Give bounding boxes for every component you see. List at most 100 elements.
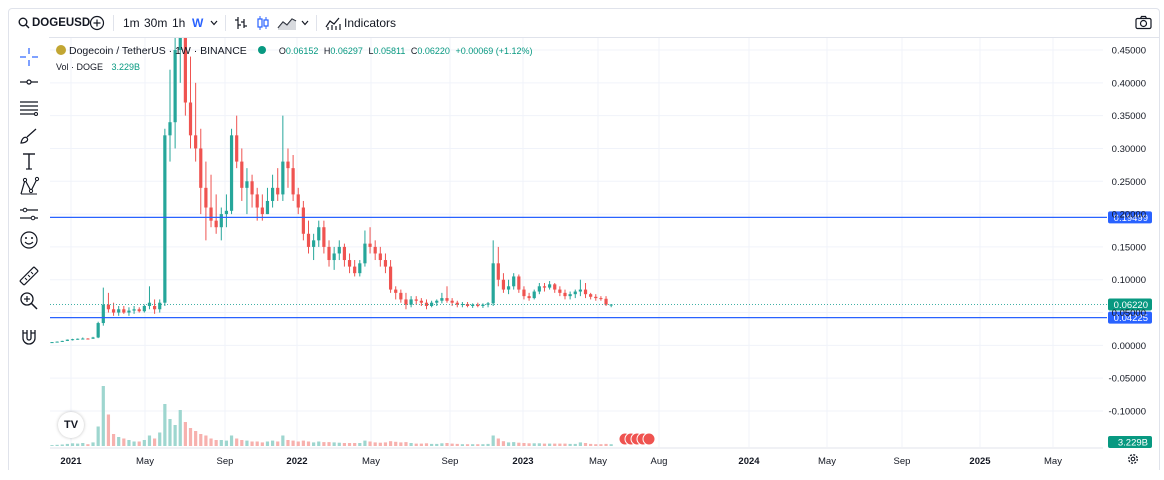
volume-bar xyxy=(460,444,464,446)
candle-body xyxy=(486,303,490,305)
volume-bar xyxy=(96,426,100,446)
divider xyxy=(316,15,317,31)
candle-body xyxy=(153,305,157,310)
emoji-icon[interactable] xyxy=(17,228,41,252)
volume-bar xyxy=(476,444,480,446)
volume-bar xyxy=(435,443,439,446)
candles-style-icon[interactable] xyxy=(256,15,270,31)
volume-bar xyxy=(286,440,290,446)
volume-bar xyxy=(301,440,305,446)
indicators-button[interactable]: Indicators xyxy=(344,16,397,30)
time-tick-label: May xyxy=(362,456,380,467)
time-tick-label: 2023 xyxy=(512,456,533,467)
volume-bar xyxy=(537,443,541,446)
volume-legend-value: 3.229B xyxy=(111,62,141,72)
fib-retracement-icon[interactable] xyxy=(17,96,41,120)
price-tick-label: 0.00000 xyxy=(1112,341,1146,352)
candle-body xyxy=(111,309,116,313)
volume-bar xyxy=(194,431,198,446)
trend-line-icon[interactable] xyxy=(17,70,41,94)
candlestick-series xyxy=(50,38,613,344)
camera-icon[interactable] xyxy=(1135,15,1152,30)
volume-tag-label: 3.229B xyxy=(1118,438,1148,449)
chevron-down-icon[interactable] xyxy=(301,20,309,26)
volume-bar xyxy=(358,443,362,446)
price-tick-label: -0.10000 xyxy=(1108,407,1146,418)
volume-bar xyxy=(163,404,167,446)
area-style-icon[interactable] xyxy=(277,15,297,31)
candle-body xyxy=(363,243,367,264)
candle-body xyxy=(312,240,316,247)
volume-bar xyxy=(240,440,244,446)
interval-30m-button[interactable]: 30m xyxy=(144,16,168,30)
magnet-icon[interactable] xyxy=(17,325,41,349)
volume-bar xyxy=(383,442,388,446)
candle-body xyxy=(419,300,423,303)
add-compare-icon[interactable] xyxy=(89,15,105,31)
candle-body xyxy=(548,284,552,288)
volume-legend: Vol · DOGE 3.229B xyxy=(56,62,140,72)
interval-w-button[interactable]: W xyxy=(192,16,204,30)
volume-bar xyxy=(260,442,264,446)
time-tick-label: Sep xyxy=(442,456,459,467)
candle-body xyxy=(306,233,311,247)
ruler-icon[interactable] xyxy=(17,264,41,288)
candle-body xyxy=(435,300,439,303)
volume-bar xyxy=(147,435,152,446)
text-icon[interactable] xyxy=(17,149,41,173)
candle-body xyxy=(158,302,162,310)
candle-body xyxy=(260,207,264,215)
tv-logo[interactable]: TV xyxy=(58,412,84,438)
volume-bar xyxy=(496,438,500,446)
candle-body xyxy=(183,38,187,103)
search-icon[interactable] xyxy=(18,17,30,29)
zoom-in-icon[interactable] xyxy=(17,289,41,313)
volume-bar xyxy=(86,444,90,446)
interval-1h-button[interactable]: 1h xyxy=(172,16,186,30)
brush-icon[interactable] xyxy=(17,124,41,148)
volume-bar xyxy=(424,443,429,446)
candle-body xyxy=(481,304,485,306)
interval-1m-button[interactable]: 1m xyxy=(123,16,140,30)
symbol-search-button[interactable]: DOGEUSD xyxy=(32,17,91,29)
time-tick-label: 2022 xyxy=(286,456,307,467)
volume-bar xyxy=(183,422,187,446)
market-status-dot[interactable] xyxy=(258,46,267,54)
coin-logo-icon xyxy=(56,45,66,55)
candle-body xyxy=(378,253,382,261)
top-toolbar: DOGEUSD 1m 30m 1h W xyxy=(8,8,1160,37)
volume-bar xyxy=(542,443,547,446)
volume-bar xyxy=(430,443,434,446)
volume-bar xyxy=(229,435,234,446)
volume-bar xyxy=(609,444,613,446)
prediction-icon[interactable] xyxy=(17,202,41,226)
volume-bar xyxy=(589,443,593,446)
indicators-icon[interactable] xyxy=(325,15,341,31)
legend-title[interactable]: Dogecoin / TetherUS · 1W · BINANCE xyxy=(69,45,247,57)
volume-bar xyxy=(168,419,172,446)
candle-body xyxy=(553,284,557,290)
pattern-icon[interactable] xyxy=(17,175,41,199)
time-tick-label: May xyxy=(1044,456,1062,467)
last-price-tag xyxy=(1108,298,1152,311)
candle-body xyxy=(168,122,172,136)
candle-body xyxy=(276,187,280,195)
candle-body xyxy=(337,246,341,254)
candle-body xyxy=(245,181,249,188)
candle-body xyxy=(573,291,577,295)
settings-gear-icon[interactable] xyxy=(1127,453,1139,465)
candle-body xyxy=(563,292,567,297)
candle-body xyxy=(604,298,608,305)
volume-legend-label[interactable]: Vol · DOGE xyxy=(56,62,104,72)
chevron-down-icon[interactable] xyxy=(210,20,218,26)
volume-bar xyxy=(137,441,141,446)
crosshair-icon[interactable] xyxy=(17,45,41,69)
candle-body xyxy=(394,289,398,293)
bars-style-icon[interactable] xyxy=(234,15,248,31)
legend-close: 0.06220 xyxy=(417,46,450,56)
volume-bar xyxy=(399,442,403,446)
time-tick-label: 2024 xyxy=(738,456,760,467)
volume-bar xyxy=(117,437,121,446)
candle-body xyxy=(491,263,495,304)
